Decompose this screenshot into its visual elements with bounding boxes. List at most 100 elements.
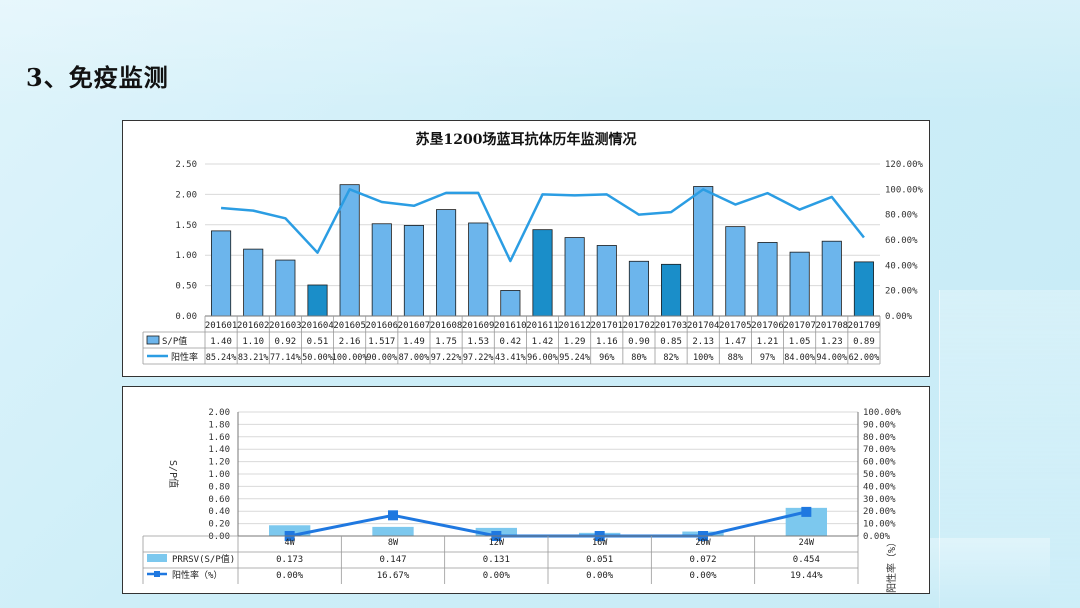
- rate-value-label: 43.41%: [495, 353, 526, 363]
- y2-tick-label: 120.00%: [885, 160, 924, 170]
- bar-value-label: 2.13: [692, 337, 714, 347]
- rate-value-label: 100%: [693, 353, 713, 363]
- bar-value-label: 1.21: [757, 337, 779, 347]
- y-tick-label: 0.60: [208, 495, 230, 505]
- bar: [693, 186, 714, 317]
- bar-value-label: 1.517: [368, 337, 395, 347]
- y-tick-label: 0.20: [208, 520, 230, 530]
- bar-value-label: 1.29: [564, 337, 586, 347]
- bar-value-label: 0.173: [276, 555, 303, 565]
- x-tick-label: 201610: [494, 321, 527, 331]
- bar-value-label: 1.49: [403, 337, 425, 347]
- bar: [436, 209, 457, 317]
- y-tick-label: 1.00: [208, 470, 230, 480]
- x-tick-label: 201607: [398, 321, 431, 331]
- rate-value-label: 94.00%: [816, 353, 847, 363]
- bar-value-label: 1.47: [725, 337, 747, 347]
- rate-value-label: 83.21%: [238, 353, 269, 363]
- legend-bar-swatch: [147, 554, 167, 562]
- x-tick-label: 201612: [558, 321, 591, 331]
- bar-value-label: 0.131: [483, 555, 510, 565]
- y2-tick-label: 0.00%: [863, 532, 891, 542]
- x-tick-label: 201705: [719, 321, 752, 331]
- y2-tick-label: 80.00%: [863, 433, 896, 443]
- chart-panel-weekly: 0.00 0.20 0.40 0.60 0.80 1.00 1.20 1.40 1.60 1.80…: [122, 386, 930, 594]
- y2-tick-label: 30.00%: [863, 495, 896, 505]
- y2-tick-label: 90.00%: [863, 420, 896, 430]
- y-tick-label: 0.00: [208, 532, 230, 542]
- x-tick-label: 201709: [848, 321, 881, 331]
- x-tick-label: 201704: [687, 321, 720, 331]
- legend-bar-label: S/P值: [162, 335, 187, 347]
- bar-value-label: 1.75: [435, 337, 457, 347]
- legend-bar-swatch: [146, 335, 160, 345]
- y-tick-label: 1.80: [208, 420, 230, 430]
- rate-value-label: 16.67%: [377, 571, 410, 581]
- bar-value-label: 1.23: [821, 337, 843, 347]
- x-tick-label: 201608: [430, 321, 463, 331]
- line-marker: [801, 506, 812, 517]
- x-tick-label: 24W: [799, 538, 815, 548]
- bar: [500, 290, 521, 317]
- x-tick-label: 201602: [237, 321, 270, 331]
- x-tick-label: 8W: [388, 538, 399, 548]
- rate-value-label: 97.22%: [431, 353, 462, 363]
- y-tick-label: 0.80: [208, 482, 230, 492]
- chart-title: 苏垦1200场蓝耳抗体历年监测情况: [416, 131, 637, 148]
- bar: [725, 226, 746, 317]
- bar: [532, 229, 553, 317]
- header-glow: [0, 0, 1080, 110]
- bar: [564, 237, 585, 317]
- bar-value-label: 0.072: [689, 555, 716, 565]
- x-tick-label: 201604: [301, 321, 334, 331]
- bar-value-label: 0.42: [500, 337, 522, 347]
- y-axis-label: S/P值: [167, 460, 180, 488]
- bar-value-label: 0.051: [586, 555, 613, 565]
- y2-tick-label: 70.00%: [863, 445, 896, 455]
- y-tick-label: 1.40: [208, 445, 230, 455]
- x-tick-label: 201606: [366, 321, 399, 331]
- rate-value-label: 95.24%: [559, 353, 590, 363]
- legend-line-label: 阳性率: [171, 351, 198, 363]
- x-tick-label: 201601: [205, 321, 238, 331]
- rate-value-label: 88%: [728, 353, 743, 363]
- chart-panel-history: 苏垦1200场蓝耳抗体历年监测情况 0.00 0.50 1.00 1.50 2.00 2.5…: [122, 120, 930, 377]
- y2-tick-label: 40.00%: [863, 482, 896, 492]
- x-tick-label: 201708: [816, 321, 849, 331]
- y-tick-label: 0.00: [175, 312, 197, 322]
- rate-value-label: 50.00%: [302, 353, 333, 363]
- x-tick-label: 4W: [285, 538, 296, 548]
- page-title: 3、免疫监测: [26, 63, 169, 92]
- rate-value-label: 19.44%: [790, 571, 823, 581]
- legend-line-label: 阳性率（%）: [172, 569, 222, 581]
- bar-value-label: 0.85: [660, 337, 682, 347]
- y2-tick-label: 100.00%: [863, 408, 902, 418]
- bar-value-label: 0.454: [793, 555, 820, 565]
- bar-value-label: 1.42: [532, 337, 554, 347]
- x-tick-label: 201702: [623, 321, 656, 331]
- bar: [275, 259, 296, 317]
- bar: [371, 223, 392, 317]
- y-tick-label: 1.00: [175, 251, 197, 261]
- bar: [372, 526, 414, 536]
- y-tick-label: 1.50: [175, 221, 197, 231]
- legend-line-marker: [154, 571, 160, 577]
- rate-value-label: 0.00%: [483, 571, 511, 581]
- rate-value-label: 84.00%: [784, 353, 815, 363]
- x-tick-label: 16W: [592, 538, 608, 548]
- bar: [661, 263, 682, 317]
- rate-value-label: 80%: [631, 353, 646, 363]
- bar: [307, 284, 328, 317]
- bar-value-label: 0.89: [853, 337, 875, 347]
- rate-value-label: 0.00%: [586, 571, 614, 581]
- x-tick-label: 20W: [695, 538, 711, 548]
- y2-axis-label: 阳性率（%）: [885, 537, 898, 593]
- x-tick-label: 201609: [462, 321, 495, 331]
- bar-value-label: 1.05: [789, 337, 811, 347]
- rate-value-label: 96.00%: [527, 353, 558, 363]
- bar: [468, 222, 489, 317]
- rate-value-label: 62.00%: [849, 353, 880, 363]
- y2-tick-label: 0.00%: [885, 312, 913, 322]
- bar: [853, 261, 874, 317]
- bar: [789, 251, 810, 317]
